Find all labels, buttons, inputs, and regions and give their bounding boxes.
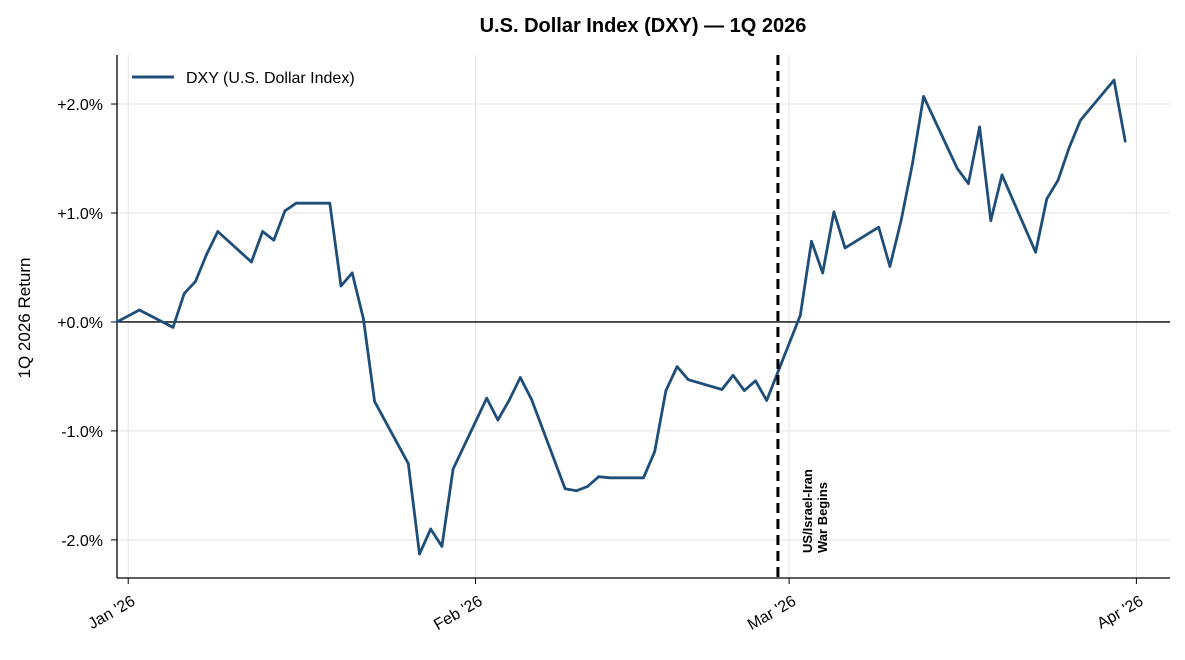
- data-point: [675, 365, 679, 368]
- data-point: [754, 379, 757, 383]
- data-point: [743, 389, 746, 392]
- chart-title: U.S. Dollar Index (DXY) — 1Q 2026: [480, 15, 807, 37]
- event-label: US/Israel-Iran War Begins: [800, 469, 830, 553]
- data-point: [575, 489, 578, 493]
- data-point: [261, 230, 264, 233]
- y-tick-label: +0.0%: [57, 315, 103, 332]
- data-point: [283, 209, 287, 213]
- data-point: [440, 545, 444, 548]
- data-point: [720, 388, 724, 391]
- data-point: [171, 326, 175, 329]
- data-point: [1112, 78, 1116, 82]
- data-point: [843, 246, 847, 250]
- data-point: [407, 462, 410, 465]
- data-point: [294, 201, 298, 205]
- data-point: [362, 317, 365, 321]
- data-point: [989, 219, 993, 222]
- tick-labels: +2.0% +1.0% +0.0% -1.0% -2.0% Jan '26 Feb '26 M…: [57, 97, 1146, 634]
- data-point: [339, 284, 343, 288]
- data-point: [978, 125, 981, 129]
- data-point: [586, 485, 589, 488]
- x-tick-label: Feb '26: [431, 593, 485, 634]
- data-point: [272, 238, 276, 242]
- data-point: [418, 552, 421, 556]
- series-line-dxy: [115, 78, 1127, 556]
- data-point: [216, 230, 220, 233]
- data-point: [653, 450, 656, 453]
- data-point: [1123, 139, 1127, 143]
- data-point: [485, 396, 489, 400]
- axes: [111, 55, 1170, 584]
- series-layer: [115, 78, 1127, 556]
- data-point: [451, 467, 455, 471]
- data-point: [687, 378, 690, 382]
- data-point: [810, 240, 813, 243]
- data-point: [832, 210, 836, 214]
- data-point: [821, 271, 824, 275]
- data-point: [194, 280, 197, 283]
- data-point: [1079, 119, 1082, 122]
- data-point: [507, 399, 511, 402]
- data-point: [888, 265, 892, 268]
- data-point: [373, 400, 376, 403]
- legend: DXY (U.S. Dollar Index): [132, 70, 355, 87]
- data-point: [899, 219, 903, 222]
- data-point: [642, 476, 645, 480]
- data-point: [955, 167, 959, 170]
- y-tick-label: -1.0%: [61, 424, 103, 441]
- data-point: [530, 398, 533, 401]
- data-point: [967, 182, 970, 185]
- data-point: [765, 399, 768, 402]
- data-point: [911, 162, 914, 166]
- data-point: [115, 320, 119, 324]
- y-tick-label: +1.0%: [57, 206, 103, 223]
- data-point: [563, 487, 567, 491]
- data-point: [138, 308, 141, 312]
- data-point: [608, 476, 612, 480]
- data-point: [1056, 179, 1060, 182]
- data-point: [429, 527, 433, 531]
- x-tick-label: Mar '26: [745, 593, 799, 634]
- event-label-line: War Begins: [815, 482, 830, 553]
- data-point: [519, 376, 522, 379]
- x-tick-label: Apr '26: [1094, 593, 1146, 633]
- x-tick-label: Jan '26: [85, 593, 138, 633]
- grid: [117, 55, 1170, 578]
- data-point: [496, 418, 500, 422]
- data-point: [877, 225, 880, 229]
- data-point: [1067, 146, 1071, 149]
- legend-label: DXY (U.S. Dollar Index): [186, 70, 355, 87]
- data-point: [1045, 197, 1049, 201]
- y-axis-title: 1Q 2026 Return: [15, 258, 34, 379]
- y-tick-label: -2.0%: [61, 533, 103, 550]
- data-point: [205, 253, 208, 256]
- y-tick-label: +2.0%: [57, 97, 103, 114]
- data-point: [1000, 173, 1004, 177]
- data-point: [597, 475, 600, 479]
- data-point: [664, 389, 668, 392]
- data-point: [922, 95, 925, 98]
- data-point: [182, 292, 186, 295]
- event-label-line: US/Israel-Iran: [800, 469, 815, 553]
- data-point: [350, 271, 354, 275]
- data-point: [250, 260, 253, 264]
- annotation-layer: US/Israel-Iran War Begins: [776, 55, 830, 578]
- data-point: [799, 314, 802, 317]
- data-point: [328, 201, 332, 205]
- data-point: [731, 374, 735, 377]
- data-point: [1034, 250, 1037, 254]
